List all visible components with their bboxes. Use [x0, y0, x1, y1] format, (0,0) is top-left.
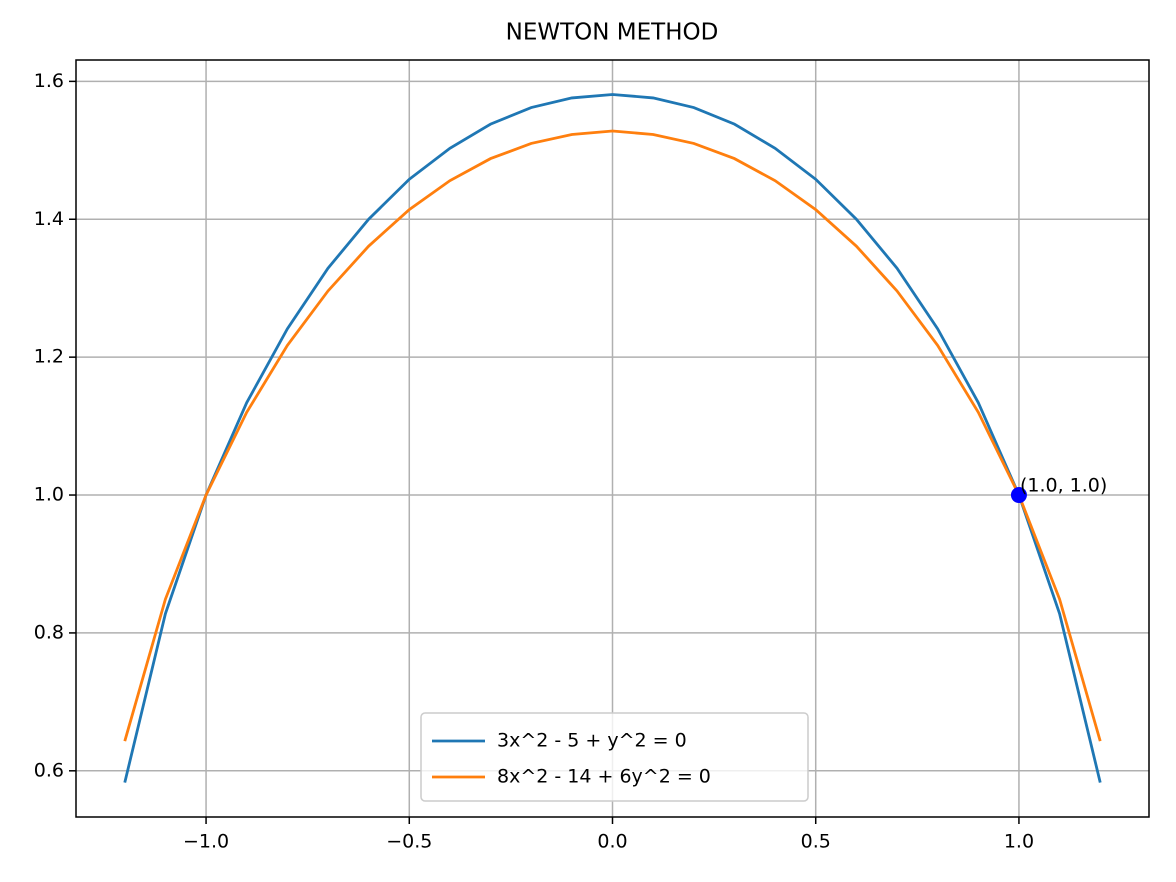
axes-frame: [75, 59, 1150, 818]
point-label: (1.0, 1.0): [1020, 475, 1107, 497]
series-line: [123, 93, 1102, 783]
x-tick-label: 1.0: [1004, 831, 1034, 853]
chart-title: NEWTON METHOD: [506, 20, 719, 46]
y-tick-label: 0.6: [34, 759, 64, 781]
legend-label: 8x^2 - 14 + 6y^2 = 0: [497, 766, 711, 788]
y-tick-label: 1.2: [34, 346, 64, 368]
x-tick-label: 0.0: [597, 831, 627, 853]
x-tick-label: 0.5: [801, 831, 831, 853]
x-tick-label: −0.5: [386, 831, 432, 853]
y-tick-label: 0.8: [34, 621, 64, 643]
legend: 3x^2 - 5 + y^2 = 0 8x^2 - 14 + 6y^2 = 0: [420, 712, 809, 802]
series-line: [123, 129, 1102, 742]
x-tick-label: −1.0: [183, 831, 229, 853]
legend-label: 3x^2 - 5 + y^2 = 0: [497, 730, 687, 752]
legend-box: [420, 712, 809, 802]
y-tick-label: 1.4: [34, 208, 64, 230]
y-tick-label: 1.6: [34, 70, 64, 92]
point: [1010, 487, 1027, 504]
y-tick-label: 1.0: [34, 484, 64, 506]
